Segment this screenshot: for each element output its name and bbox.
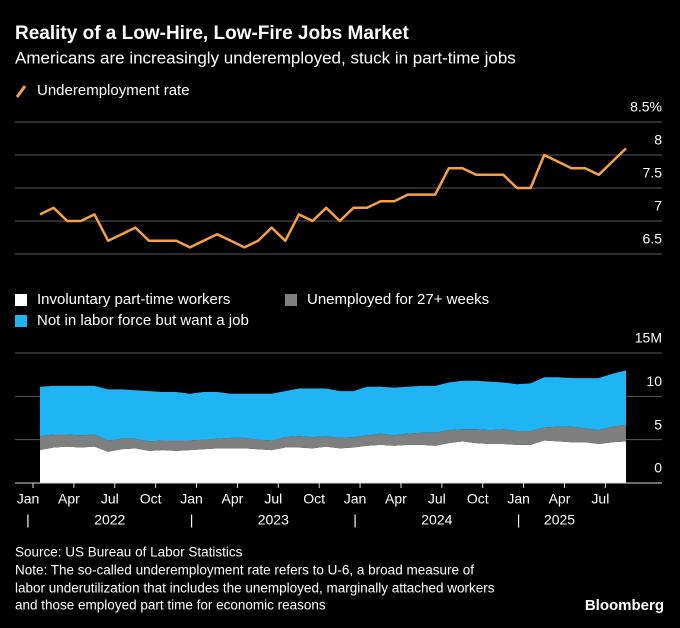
x-tick-label: Jan xyxy=(180,491,203,507)
x-tick-label: Apr xyxy=(549,491,571,507)
y-tick-label: 8 xyxy=(654,132,662,148)
y-tick-label: 7 xyxy=(654,198,662,214)
y-tick-label: 10 xyxy=(646,373,662,389)
area-series xyxy=(40,424,626,452)
x-tick-label: Apr xyxy=(222,491,244,507)
x-tick-label: Jul xyxy=(428,491,446,507)
legend-label: Unemployed for 27+ weeks xyxy=(307,291,489,308)
area-series xyxy=(40,440,626,483)
legend-swatch xyxy=(15,85,27,98)
area-series xyxy=(40,370,626,442)
note: Note: The so-called underemployment rate… xyxy=(15,563,474,578)
year-separator: | xyxy=(353,512,357,528)
y-tick-label: 7.5 xyxy=(643,165,663,181)
year-separator: | xyxy=(190,512,194,528)
chart-title: Reality of a Low-Hire, Low-Fire Jobs Mar… xyxy=(15,23,409,44)
source: Source: US Bureau of Labor Statistics xyxy=(15,545,243,560)
y-tick-label: 8.5% xyxy=(630,99,662,115)
legend-swatch xyxy=(15,315,27,327)
x-tick-label: Jan xyxy=(17,491,40,507)
year-separator: | xyxy=(517,512,521,528)
x-tick-label: Jul xyxy=(591,491,609,507)
x-tick-label: Jan xyxy=(507,491,530,507)
brand: Bloomberg xyxy=(585,597,664,614)
x-tick-label: Apr xyxy=(385,491,407,507)
chart-subtitle: Americans are increasingly underemployed… xyxy=(15,48,516,67)
x-tick-label: Jul xyxy=(101,491,119,507)
year-label: 2023 xyxy=(258,512,289,528)
y-tick-label: 0 xyxy=(654,460,662,476)
legend-label: Involuntary part-time workers xyxy=(37,291,230,308)
x-tick-label: Oct xyxy=(140,491,162,507)
x-tick-label: Apr xyxy=(58,491,80,507)
year-separator: | xyxy=(26,512,30,528)
legend-label: Not in labor force but want a job xyxy=(37,312,249,329)
legend-label: Underemployment rate xyxy=(37,82,190,99)
x-tick-label: Jul xyxy=(264,491,282,507)
y-tick-label: 6.5 xyxy=(643,231,663,247)
line-series xyxy=(39,147,627,249)
legend-swatch xyxy=(285,294,297,306)
y-tick-label: 15M xyxy=(635,330,662,346)
x-tick-label: Oct xyxy=(303,491,325,507)
note: and those employed part time for economi… xyxy=(15,598,326,613)
year-label: 2025 xyxy=(544,512,575,528)
y-tick-label: 5 xyxy=(654,416,662,432)
year-label: 2024 xyxy=(421,512,452,528)
x-tick-label: Jan xyxy=(344,491,367,507)
note: labor underutilization that includes the… xyxy=(15,581,495,596)
legend-swatch xyxy=(15,294,27,306)
year-label: 2022 xyxy=(94,512,125,528)
x-tick-label: Oct xyxy=(467,491,489,507)
